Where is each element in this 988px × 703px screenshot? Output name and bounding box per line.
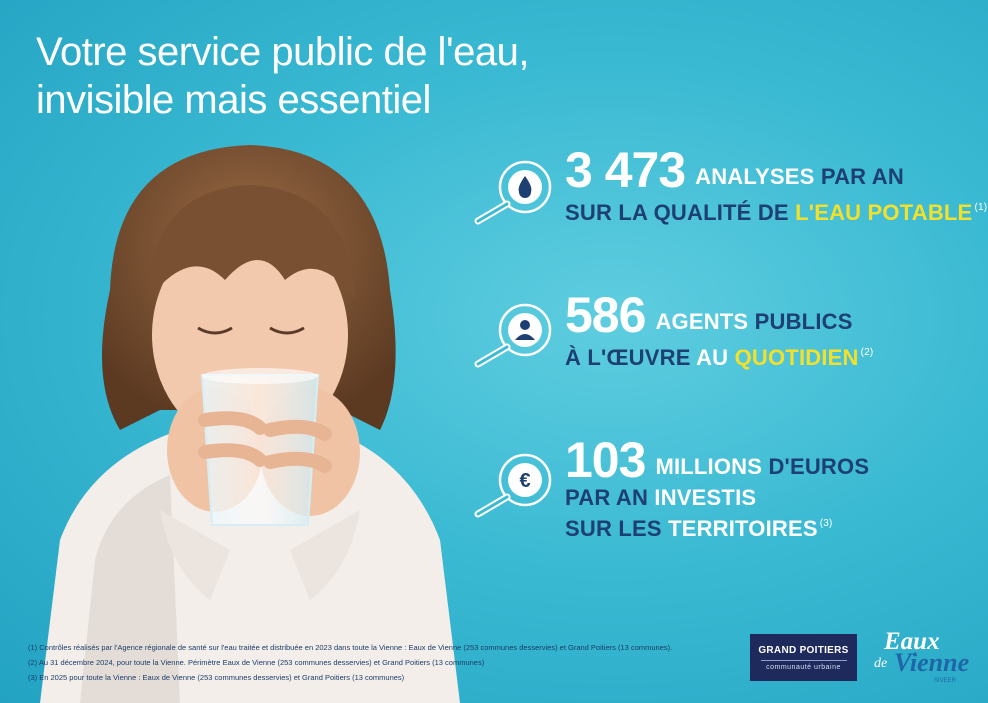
stat-2-line-1: 586 AGENTS PUBLICS (565, 287, 853, 343)
title-line-2: invisible mais essentiel (36, 78, 431, 122)
stat-3-line-2: PAR AN INVESTIS (565, 485, 757, 510)
grand-poitiers-logo: GRAND POITIERS communauté urbaine (750, 634, 857, 681)
footnote-2: (2) Au 31 décembre 2024, pour toute la V… (28, 658, 485, 667)
grand-poitiers-name: GRAND POITIERS (758, 645, 849, 656)
footnote-ref-2: (2) (860, 347, 874, 358)
child-drinking-water-illustration (40, 145, 460, 703)
footnote-1: (1) Contrôles réalisés par l'Agence régi… (28, 643, 673, 652)
stat-3-line-1: 103 MILLIONS D'EUROS (565, 432, 870, 488)
stat-3-line-3: SUR LES TERRITOIRES (3) (565, 516, 833, 541)
svg-text:€: € (519, 470, 530, 492)
grand-poitiers-divider (760, 660, 847, 661)
stat-1-line-2: SUR LA QUALITÉ DE L'EAU POTABLE (1) (565, 200, 988, 225)
title-line-1: Votre service public de l'eau, (36, 30, 529, 74)
logo-word-eaux: Eaux (884, 628, 940, 655)
eaux-de-vienne-logo: Eaux de Vienne SIVEER (872, 628, 972, 688)
grand-poitiers-subtitle: communauté urbaine (766, 664, 841, 671)
footnote-3: (3) En 2025 pour toute la Vienne : Eaux … (28, 673, 405, 682)
magnifier-euro-icon: € (474, 453, 552, 518)
footnote-ref-3: (3) (819, 518, 833, 529)
magnifier-person-icon (474, 303, 552, 368)
footnotes: (1) Contrôles réalisés par l'Agence régi… (28, 640, 728, 685)
logo-word-siveer: SIVEER (934, 678, 957, 684)
page-title: Votre service public de l'eau, invisible… (36, 28, 529, 124)
logo-word-vienne: Vienne (894, 648, 970, 677)
stat-1-number: 3 473 (565, 142, 686, 198)
stat-3-number: 103 (565, 432, 646, 488)
footnote-ref-1: (1) (974, 202, 988, 213)
logo-word-de: de (874, 656, 888, 671)
stat-2-line-2: À L'ŒUVRE AU QUOTIDIEN (2) (565, 345, 874, 370)
magnifier-water-drop-icon (474, 160, 552, 225)
stat-1-line-1: 3 473 ANALYSES PAR AN (565, 142, 904, 198)
stat-2-number: 586 (565, 287, 646, 343)
